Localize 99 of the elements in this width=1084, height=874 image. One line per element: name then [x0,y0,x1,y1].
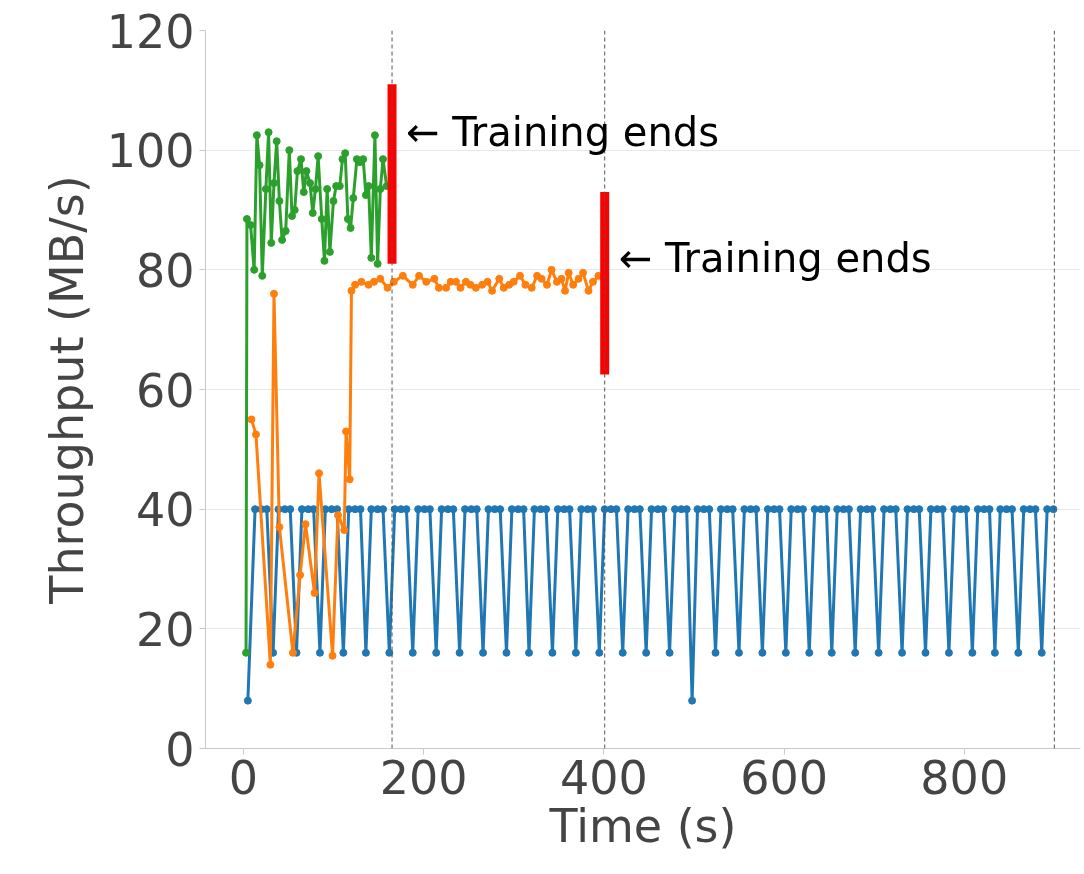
point [308,209,317,217]
point [247,415,256,424]
point [242,648,251,657]
point [383,283,392,292]
y-tick-label: 120 [106,4,195,59]
point [278,235,287,244]
point [267,238,276,247]
point [347,286,356,295]
point [306,179,315,188]
point [398,271,407,280]
point [376,185,385,194]
point [325,247,334,256]
x-tick-label: 0 [228,750,258,805]
point [285,146,294,155]
point [261,185,270,194]
point [293,167,302,176]
point [297,155,306,164]
point [488,286,497,295]
point [543,280,552,289]
point [345,475,354,484]
point [275,523,284,532]
point [317,214,326,223]
point [408,280,417,289]
point [561,286,570,295]
point [370,277,379,286]
point [588,277,597,286]
point [359,155,368,164]
point [370,131,379,140]
point [310,588,319,597]
point [456,283,465,292]
point [252,131,261,140]
x-tick-label: 200 [379,750,468,805]
point [379,155,388,164]
y-tick-label: 60 [135,363,195,418]
point [311,185,320,194]
point [290,206,299,214]
point [376,274,385,283]
point [434,283,443,292]
point [341,149,350,158]
point [584,286,593,295]
annotation: ← Training ends [618,234,932,281]
point [569,280,578,289]
x-tick-label: 600 [740,750,828,805]
annotation: ← Training ends [406,109,719,156]
point [495,274,504,283]
y-axis-title: Throughput (MB/s) [39,175,94,605]
point [415,271,424,280]
point [301,520,310,529]
point [343,214,352,223]
point [483,277,492,286]
point [422,277,431,286]
point [272,137,281,146]
point [340,526,349,535]
point [547,265,556,274]
point [349,194,358,203]
y-tick-label: 100 [106,124,195,179]
point [516,271,524,280]
point [275,197,284,206]
point [579,268,588,277]
point [242,214,251,223]
point [521,280,530,289]
y-tick-label: 80 [135,243,195,298]
point [452,277,461,286]
point [557,274,566,283]
point [315,469,324,478]
point [250,265,259,274]
point [288,648,297,657]
point [574,274,583,283]
point [329,197,338,206]
point [296,570,305,579]
point [333,511,342,520]
point [338,155,347,164]
point [527,283,536,292]
point [373,259,382,268]
point [564,268,573,277]
y-tick-label: 20 [135,602,195,657]
point [351,280,360,289]
point [537,274,546,283]
point [269,289,278,298]
point [323,185,332,194]
point [442,283,451,292]
point [299,188,308,197]
point [346,223,355,232]
point [302,167,311,176]
point [258,271,267,280]
y-tick-label: 40 [135,483,195,538]
point [266,660,275,669]
point [509,277,518,286]
point [281,226,290,235]
x-tick-label: 800 [920,750,1009,805]
point [471,283,480,292]
point [320,256,329,265]
point [328,651,337,660]
point [314,152,323,161]
point [264,128,273,137]
point [251,430,260,439]
point [357,277,366,286]
point [430,274,439,283]
point [367,253,376,262]
